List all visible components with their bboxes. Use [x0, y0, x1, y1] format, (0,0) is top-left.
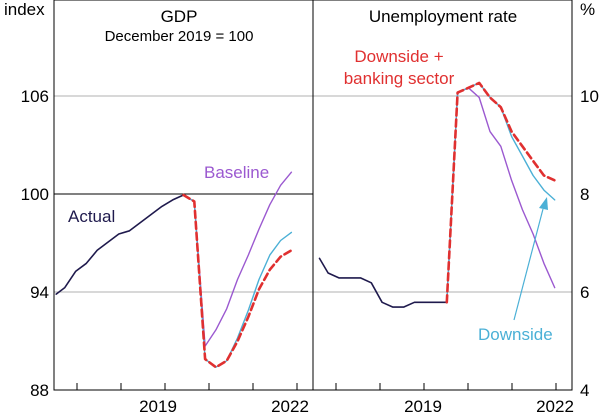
grid-left — [54, 95, 313, 293]
y-axis-label-right: % — [580, 0, 595, 19]
y-tick-106: 106 — [21, 87, 49, 106]
y-tick-100: 100 — [21, 185, 49, 204]
y-tick-10: 10 — [580, 87, 599, 106]
grid-right — [313, 95, 572, 293]
y-tick-94: 94 — [30, 283, 49, 302]
annotation-banking-line2: banking sector — [344, 69, 455, 88]
annotation-baseline: Baseline — [204, 163, 269, 182]
y-tick-6: 6 — [580, 283, 589, 302]
x-ticks — [76, 383, 557, 390]
annotation-banking-line1: Downside + — [354, 47, 443, 66]
y-axis-label-left: index — [4, 0, 45, 19]
series-line-actual-unemployment — [318, 257, 448, 308]
annotation-actual: Actual — [68, 207, 115, 226]
series-line-actual-gdp — [55, 194, 185, 295]
panel-subtitle-gdp: December 2019 = 100 — [105, 28, 254, 45]
y-tick-4: 4 — [580, 381, 589, 400]
x-tick-2022-right: 2022 — [536, 397, 574, 416]
x-tick-2019-left: 2019 — [139, 397, 177, 416]
panel-title-gdp: GDP — [161, 7, 198, 26]
series-left — [55, 171, 293, 369]
panel-title-unemployment: Unemployment rate — [369, 7, 517, 26]
series-line-baseline-unemployment — [446, 87, 556, 303]
annotation-downside: Downside — [478, 325, 553, 344]
series-line-banking-unemployment — [445, 81, 557, 304]
series-line-banking-gdp — [182, 193, 293, 369]
series-right — [318, 81, 557, 308]
x-tick-2019-right: 2019 — [404, 397, 442, 416]
y-tick-88: 88 — [30, 381, 49, 400]
x-tick-2022-left: 2022 — [271, 397, 309, 416]
y-tick-8: 8 — [580, 185, 589, 204]
series-line-baseline-gdp — [182, 171, 293, 347]
downside-pointer-arrow — [513, 197, 548, 321]
series-line-downside-unemployment — [446, 82, 556, 303]
